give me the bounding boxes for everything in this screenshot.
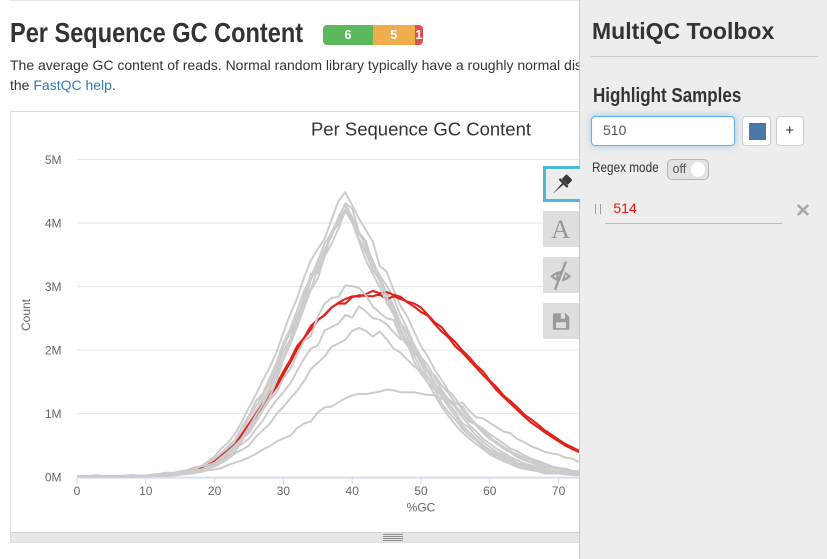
svg-text:3M: 3M	[45, 280, 62, 294]
svg-text:5M: 5M	[45, 153, 62, 167]
svg-text:70: 70	[552, 484, 566, 498]
svg-text:0M: 0M	[45, 471, 62, 485]
svg-text:50: 50	[414, 484, 428, 498]
svg-text:10: 10	[139, 484, 153, 498]
svg-text:Count: Count	[19, 298, 33, 331]
svg-text:%GC: %GC	[407, 501, 436, 515]
svg-text:60: 60	[483, 484, 497, 498]
svg-text:4M: 4M	[45, 217, 62, 231]
svg-text:40: 40	[346, 484, 360, 498]
svg-text:20: 20	[208, 484, 222, 498]
svg-text:30: 30	[277, 484, 291, 498]
svg-text:2M: 2M	[45, 344, 62, 358]
svg-text:0: 0	[74, 484, 81, 498]
svg-text:Per Sequence GC Content: Per Sequence GC Content	[311, 119, 531, 140]
svg-text:1M: 1M	[45, 407, 62, 421]
